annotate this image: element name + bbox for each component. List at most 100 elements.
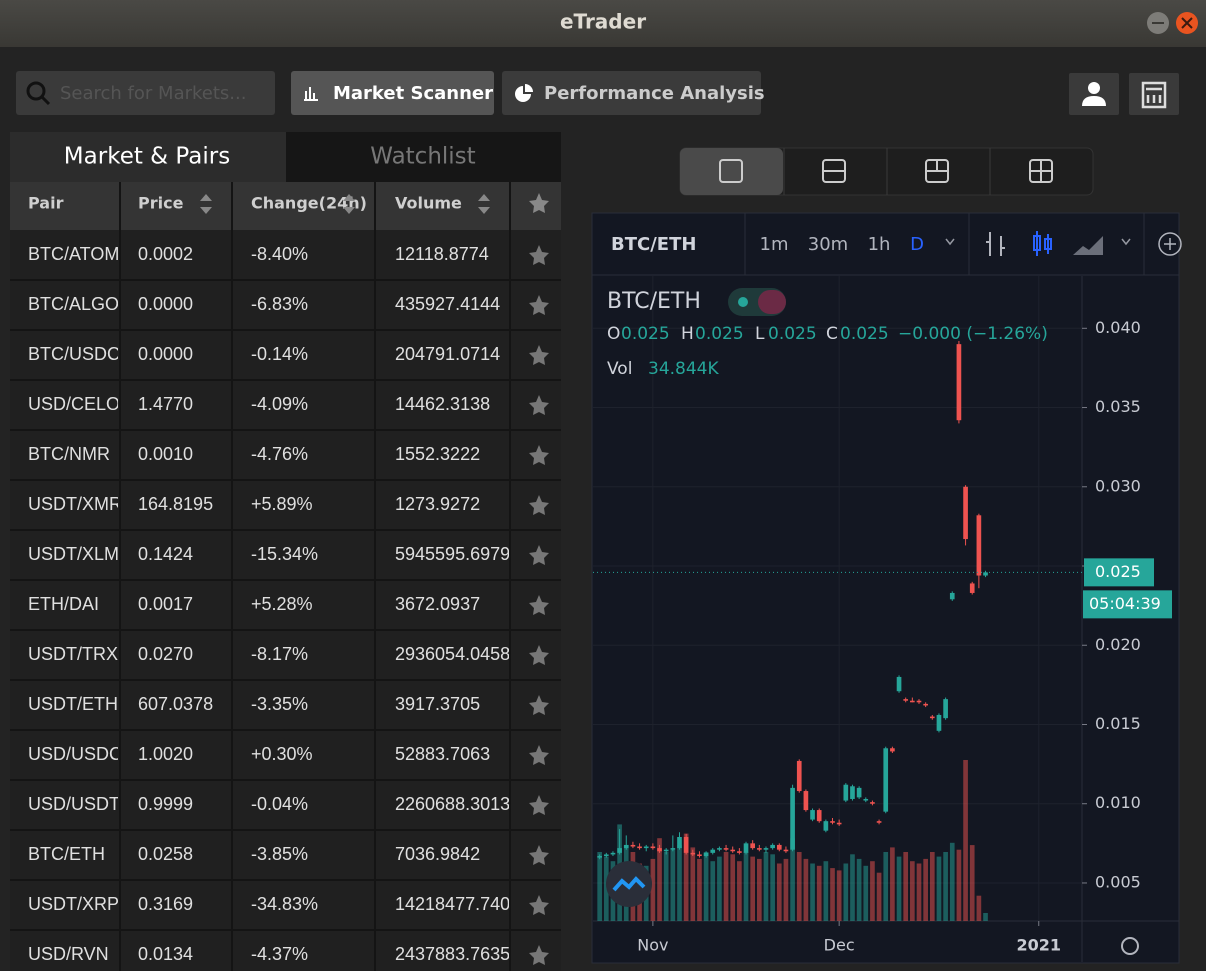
star-icon[interactable] <box>529 945 549 965</box>
sort-icon[interactable] <box>343 194 355 214</box>
legend-toggle-right[interactable] <box>758 290 786 314</box>
volume-bar <box>737 861 742 921</box>
table-cell: -0.14% <box>251 344 308 364</box>
calculator-button[interactable] <box>1129 73 1179 115</box>
volume-bar <box>910 861 915 921</box>
table-cell: 1.0020 <box>138 744 193 764</box>
table-row[interactable] <box>10 880 561 930</box>
sort-icon[interactable] <box>478 194 490 214</box>
volume-bar <box>823 861 829 921</box>
settings-icon[interactable] <box>1121 937 1139 955</box>
star-icon[interactable] <box>529 745 549 765</box>
table-cell: -3.35% <box>251 694 308 714</box>
table-row[interactable] <box>10 730 561 780</box>
ohlc-text: L <box>755 324 765 344</box>
table-cell: USDT/XRP <box>28 894 119 914</box>
last-price-label: 0.025 <box>1095 562 1141 581</box>
dropdown-icon[interactable] <box>945 238 955 246</box>
table-cell: 164.8195 <box>138 494 213 514</box>
star-icon[interactable] <box>529 545 549 565</box>
table-row[interactable] <box>10 580 561 630</box>
add-icon[interactable] <box>1158 232 1182 256</box>
column-header: Pair <box>28 194 64 213</box>
star-icon[interactable] <box>529 595 549 615</box>
volume-bar <box>850 854 855 921</box>
table-row[interactable] <box>10 930 561 971</box>
table-cell: 52883.7063 <box>395 744 490 764</box>
candle-body <box>783 849 789 852</box>
table-cell: BTC/ETH <box>28 844 105 864</box>
volume-bar <box>983 912 988 921</box>
volume-bar <box>703 852 709 921</box>
table-row[interactable] <box>10 630 561 680</box>
table-row[interactable] <box>10 780 561 830</box>
star-icon[interactable] <box>529 895 549 915</box>
candle-body <box>963 486 968 540</box>
interval-button[interactable]: 1m <box>760 234 789 255</box>
volume-bar <box>816 865 822 921</box>
table-cell: -3.85% <box>251 844 308 864</box>
interval-button[interactable]: 1h <box>868 234 891 255</box>
layout-single[interactable] <box>680 148 783 195</box>
y-tick-label: 0.010 <box>1095 793 1141 812</box>
y-tick-label: 0.030 <box>1095 476 1141 495</box>
volume-bar <box>929 852 935 921</box>
minimize-icon <box>1152 22 1164 24</box>
star-icon[interactable] <box>529 695 549 715</box>
dropdown-icon[interactable] <box>1121 238 1131 246</box>
candle-body <box>630 844 636 847</box>
table-cell: BTC/ALGO <box>28 294 119 314</box>
candles-icon[interactable] <box>1033 231 1052 256</box>
table-row[interactable] <box>10 430 561 480</box>
star-icon[interactable] <box>529 395 549 415</box>
candle-body <box>610 852 616 855</box>
volume-bar <box>810 863 815 921</box>
bars-icon[interactable] <box>986 232 1005 256</box>
table-cell: USDT/TRX <box>28 644 118 664</box>
volume-bar <box>969 845 975 921</box>
star-icon[interactable] <box>529 645 549 665</box>
volume-bar <box>723 852 729 921</box>
candle-body <box>677 837 682 849</box>
star-icon[interactable] <box>529 445 549 465</box>
interval-button[interactable]: D <box>910 234 924 255</box>
volume-bar <box>670 849 676 921</box>
table-row[interactable] <box>10 480 561 530</box>
table-row[interactable] <box>10 230 561 280</box>
interval-button[interactable]: 30m <box>808 234 848 255</box>
star-icon[interactable] <box>529 795 549 815</box>
table-cell: BTC/ATOM <box>28 244 119 264</box>
table-row[interactable] <box>10 380 561 430</box>
volume-bar <box>936 856 942 921</box>
candle-body <box>936 714 942 731</box>
candle-body <box>976 515 982 576</box>
table-cell: BTC/NMR <box>28 444 110 464</box>
calculator-icon <box>1141 81 1167 109</box>
volume-bar <box>903 852 909 921</box>
table-row[interactable] <box>10 830 561 880</box>
performance-analysis-button[interactable] <box>502 71 761 115</box>
sort-icon[interactable] <box>200 194 212 214</box>
candle-body <box>623 844 629 849</box>
volume-bar <box>790 838 795 921</box>
tab-inactive[interactable] <box>286 132 561 182</box>
market-scanner-button[interactable] <box>291 71 494 115</box>
star-icon[interactable] <box>529 345 549 365</box>
star-icon[interactable] <box>529 245 549 265</box>
table-cell: 3917.3705 <box>395 694 480 714</box>
star-icon[interactable] <box>529 495 549 515</box>
table-row[interactable] <box>10 680 561 730</box>
search-box[interactable] <box>16 71 275 115</box>
table-row[interactable] <box>10 330 561 380</box>
calculator-icon <box>1146 87 1162 103</box>
ohlc-text: −0.000 (−1.26%) <box>898 324 1048 344</box>
window-title: eTrader <box>560 10 646 34</box>
table-row[interactable] <box>10 530 561 580</box>
search-placeholder: Search for Markets... <box>60 83 246 104</box>
tab-active[interactable] <box>10 132 286 182</box>
star-icon[interactable] <box>529 295 549 315</box>
add-icon <box>1164 238 1176 250</box>
table-row[interactable] <box>10 280 561 330</box>
area-icon[interactable] <box>1073 236 1103 255</box>
star-icon[interactable] <box>529 845 549 865</box>
